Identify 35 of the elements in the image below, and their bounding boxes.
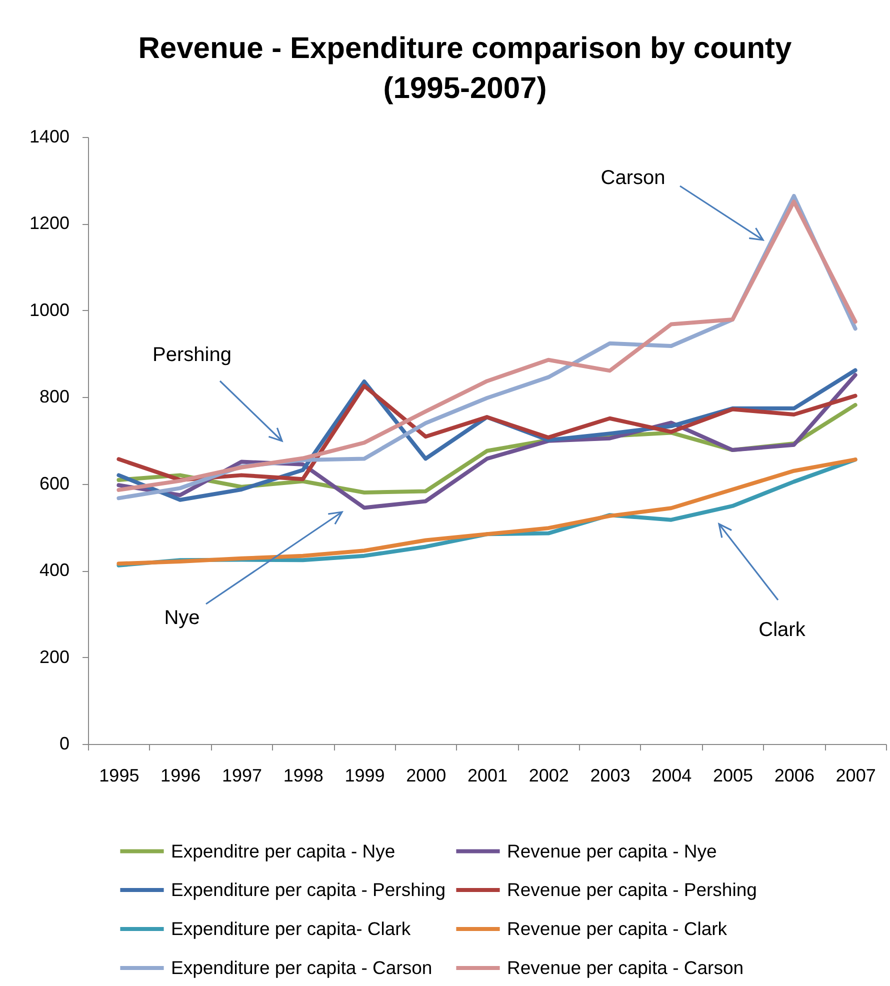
y-tick-label: 1200 xyxy=(29,213,70,234)
annotation: Clark xyxy=(758,619,806,641)
chart-title: Revenue - Expenditure comparison by county (1995-2007) xyxy=(138,32,792,105)
x-tick-label: 1995 xyxy=(99,766,140,786)
legend-label: Revenue per capita - Clark xyxy=(507,918,728,939)
x-tick-label: 2000 xyxy=(406,766,446,786)
y-tick-label: 1400 xyxy=(29,126,70,146)
y-tick-label: 600 xyxy=(39,473,70,494)
x-tick-label: 2007 xyxy=(836,766,876,786)
x-tick-label: 2002 xyxy=(528,766,569,786)
y-tick-label: 1000 xyxy=(29,300,70,320)
legend-label: Expenditure per capita- Clark xyxy=(171,918,412,939)
x-tick-label: 1998 xyxy=(283,766,324,786)
legend-label: Expenditure per capita - Carson xyxy=(171,957,432,978)
annotation: Nye xyxy=(164,607,200,629)
legend-label: Revenue per capita - Carson xyxy=(507,957,744,978)
x-tick-label: 1999 xyxy=(344,766,385,786)
legend-label: Expenditre per capita - Nye xyxy=(171,840,396,862)
legend-label: Expenditure per capita - Pershing xyxy=(171,879,446,900)
legend-label: Revenue per capita - Nye xyxy=(507,840,717,862)
x-tick-label: 2005 xyxy=(713,766,754,786)
x-tick-label: 2004 xyxy=(652,766,692,786)
y-tick-label: 200 xyxy=(39,646,70,667)
y-tick-label: 400 xyxy=(39,560,70,580)
x-tick-label: 2006 xyxy=(774,766,814,786)
y-tick-label: 800 xyxy=(39,386,70,407)
x-tick-label: 2003 xyxy=(590,766,630,786)
annotation: Carson xyxy=(600,167,666,189)
legend-label: Revenue per capita - Pershing xyxy=(507,879,757,900)
annotation: Pershing xyxy=(152,344,232,366)
x-tick-label: 1997 xyxy=(222,766,262,786)
y-tick-label: 0 xyxy=(59,734,70,754)
x-tick-label: 1996 xyxy=(160,766,201,786)
line-series xyxy=(116,384,858,482)
x-tick-label: 2001 xyxy=(467,766,508,786)
